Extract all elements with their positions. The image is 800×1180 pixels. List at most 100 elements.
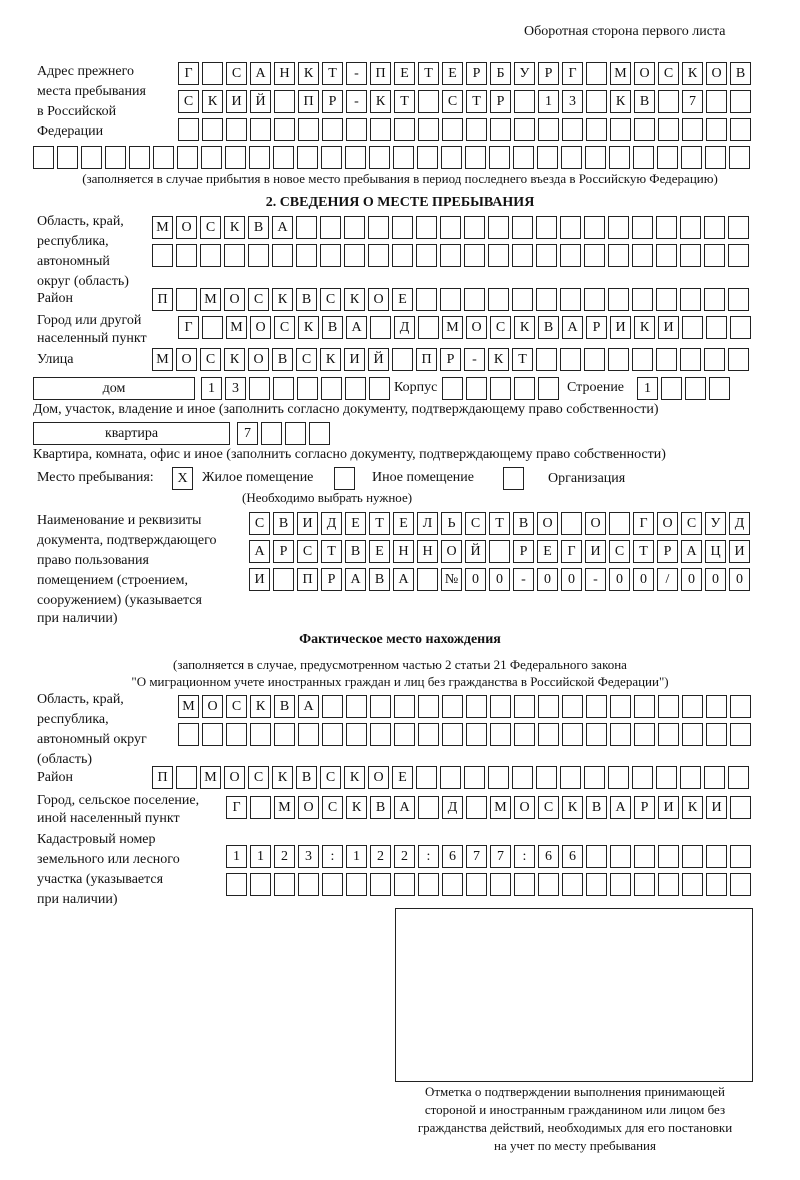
char-cell[interactable]: Р [490, 90, 511, 113]
char-cell[interactable]: И [706, 796, 727, 819]
char-cell[interactable]: С [249, 512, 270, 535]
char-cell[interactable] [249, 146, 270, 169]
char-cell[interactable] [586, 723, 607, 746]
char-cell[interactable]: : [322, 845, 343, 868]
char-cell[interactable]: Е [394, 62, 415, 85]
char-cell[interactable] [369, 377, 390, 400]
char-cell[interactable]: К [682, 62, 703, 85]
char-cell[interactable] [704, 216, 725, 239]
char-cell[interactable] [538, 118, 559, 141]
char-cell[interactable] [418, 796, 439, 819]
char-cell[interactable]: П [416, 348, 437, 371]
char-cell[interactable]: К [634, 316, 655, 339]
doc-row-3[interactable]: И П Р А В А № 0 0-0 0-0 0/0 0 0 [249, 568, 753, 591]
char-cell[interactable] [394, 695, 415, 718]
char-cell[interactable] [440, 216, 461, 239]
char-cell[interactable]: Б [490, 62, 511, 85]
char-cell[interactable]: К [202, 90, 223, 113]
char-cell[interactable]: 0 [561, 568, 582, 591]
char-cell[interactable]: С [322, 796, 343, 819]
char-cell[interactable]: В [273, 512, 294, 535]
char-cell[interactable] [560, 348, 581, 371]
char-cell[interactable] [442, 873, 463, 896]
char-cell[interactable]: М [226, 316, 247, 339]
char-cell[interactable]: 0 [465, 568, 486, 591]
char-cell[interactable]: М [490, 796, 511, 819]
char-cell[interactable]: Й [465, 540, 486, 563]
char-cell[interactable] [273, 146, 294, 169]
char-cell[interactable] [538, 873, 559, 896]
char-cell[interactable]: Т [466, 90, 487, 113]
char-cell[interactable]: А [346, 316, 367, 339]
char-cell[interactable]: Е [392, 766, 413, 789]
char-cell[interactable] [560, 216, 581, 239]
char-cell[interactable]: П [297, 568, 318, 591]
char-cell[interactable]: 1 [538, 90, 559, 113]
char-cell[interactable]: 1 [346, 845, 367, 868]
korpus-row[interactable] [442, 377, 562, 400]
char-cell[interactable] [584, 216, 605, 239]
char-cell[interactable]: Е [393, 512, 414, 535]
char-cell[interactable]: Д [321, 512, 342, 535]
char-cell[interactable] [658, 695, 679, 718]
char-cell[interactable]: 2 [274, 845, 295, 868]
char-cell[interactable]: Г [562, 62, 583, 85]
char-cell[interactable]: Р [440, 348, 461, 371]
char-cell[interactable] [729, 146, 750, 169]
char-cell[interactable]: 1 [201, 377, 222, 400]
char-cell[interactable] [706, 695, 727, 718]
char-cell[interactable] [656, 288, 677, 311]
char-cell[interactable] [514, 873, 535, 896]
char-cell[interactable] [320, 216, 341, 239]
char-cell[interactable] [442, 377, 463, 400]
char-cell[interactable] [609, 146, 630, 169]
char-cell[interactable]: К [370, 90, 391, 113]
char-cell[interactable] [610, 873, 631, 896]
char-cell[interactable]: В [248, 216, 269, 239]
char-cell[interactable] [440, 288, 461, 311]
char-cell[interactable]: У [514, 62, 535, 85]
char-cell[interactable] [274, 118, 295, 141]
char-cell[interactable]: : [514, 845, 535, 868]
char-cell[interactable]: О [202, 695, 223, 718]
char-cell[interactable]: А [345, 568, 366, 591]
char-cell[interactable] [416, 288, 437, 311]
char-cell[interactable] [633, 146, 654, 169]
char-cell[interactable]: С [320, 288, 341, 311]
char-cell[interactable] [321, 146, 342, 169]
char-cell[interactable]: 7 [466, 845, 487, 868]
char-cell[interactable] [709, 377, 730, 400]
char-cell[interactable]: Е [369, 540, 390, 563]
char-cell[interactable] [584, 244, 605, 267]
char-cell[interactable] [730, 796, 751, 819]
char-cell[interactable]: В [730, 62, 751, 85]
char-cell[interactable] [176, 244, 197, 267]
char-cell[interactable]: - [346, 62, 367, 85]
char-cell[interactable] [656, 766, 677, 789]
char-cell[interactable] [706, 873, 727, 896]
char-cell[interactable]: Н [417, 540, 438, 563]
char-cell[interactable]: - [346, 90, 367, 113]
actual-region-row-2[interactable] [178, 723, 754, 746]
char-cell[interactable] [586, 873, 607, 896]
char-cell[interactable]: - [585, 568, 606, 591]
char-cell[interactable]: К [488, 348, 509, 371]
char-cell[interactable] [346, 118, 367, 141]
char-cell[interactable]: О [224, 288, 245, 311]
char-cell[interactable] [536, 348, 557, 371]
char-cell[interactable]: Т [418, 62, 439, 85]
char-cell[interactable] [634, 845, 655, 868]
char-cell[interactable]: Г [226, 796, 247, 819]
char-cell[interactable] [728, 244, 749, 267]
char-cell[interactable]: Г [178, 62, 199, 85]
char-cell[interactable]: А [298, 695, 319, 718]
char-cell[interactable] [370, 316, 391, 339]
char-cell[interactable]: 7 [237, 422, 258, 445]
char-cell[interactable] [177, 146, 198, 169]
char-cell[interactable]: П [152, 288, 173, 311]
